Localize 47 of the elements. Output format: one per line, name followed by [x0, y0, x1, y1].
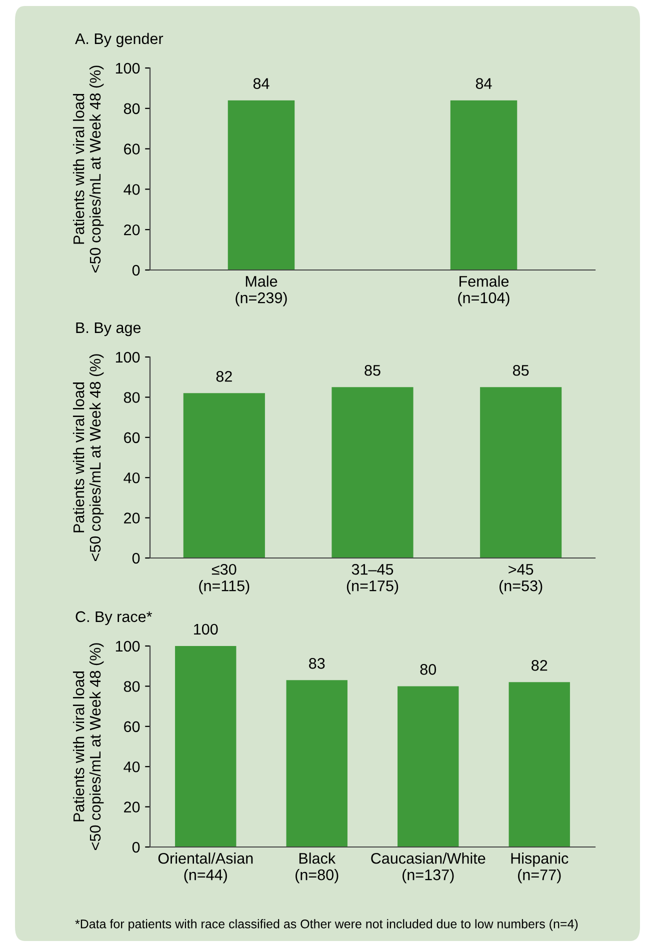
x-tick-label: Caucasian/White (n=137) — [371, 852, 486, 884]
data-label: 84 — [476, 78, 492, 89]
y-tick-label: 20 — [124, 224, 140, 236]
y-tick-label: 20 — [124, 802, 140, 812]
x-tick-label: Male (n=239) — [236, 276, 287, 306]
bar — [286, 680, 348, 847]
y-axis-title: Patients with viral load <50 copies/mL at Week 48 (%) — [72, 643, 104, 850]
x-tick-label: 31–45 (n=175) — [346, 564, 398, 594]
y-tick-label: 80 — [124, 681, 140, 692]
data-label: 82 — [532, 660, 548, 671]
y-tick-label: 100 — [116, 62, 140, 74]
y-tick-label: 80 — [124, 392, 140, 403]
y-tick-label: 100 — [116, 352, 140, 363]
text: *Data for patients with race classified as Other were not included due to low numbers (n=4) — [75, 919, 578, 931]
y-tick-label: 40 — [124, 761, 140, 772]
y-tick-label: 60 — [124, 432, 140, 444]
y-tick-label: 100 — [116, 640, 140, 652]
data-label: 85 — [513, 364, 529, 376]
chart-title: B. By age — [76, 322, 141, 336]
chart-title: C. By race* — [76, 611, 152, 626]
y-tick-label: 60 — [124, 144, 140, 154]
y-tick-label: 40 — [124, 472, 140, 484]
y-tick-label: 80 — [124, 103, 140, 114]
chart-title: A. By gender — [75, 32, 164, 48]
y-axis-title: Patients with viral load <50 copies/mL at Week 48 (%) — [72, 66, 104, 272]
data-label: 83 — [309, 658, 325, 669]
x-tick-label: Oriental/Asian (n=44) — [158, 852, 253, 884]
x-tick-label: Black (n=80) — [296, 852, 338, 884]
y-tick-label: 0 — [132, 264, 140, 276]
x-tick-label: Female (n=104) — [458, 276, 510, 306]
data-label: 85 — [364, 364, 380, 376]
x-tick-label: >45 (n=53) — [499, 564, 542, 594]
y-tick-label: 0 — [132, 842, 140, 853]
y-tick-label: 0 — [132, 552, 140, 564]
data-label: 84 — [253, 78, 270, 89]
y-tick-label: 20 — [124, 512, 140, 524]
data-label: 80 — [420, 664, 436, 675]
y-tick-label: 40 — [124, 184, 140, 195]
bar — [508, 682, 570, 847]
bar — [175, 646, 236, 847]
x-tick-label: Hispanic (n=77) — [511, 852, 568, 884]
data-label: 100 — [194, 624, 218, 635]
bar — [398, 686, 459, 847]
y-axis-title: Patients with viral load <50 copies/mL at Week 48 (%) — [72, 354, 104, 561]
y-tick-label: 60 — [124, 721, 140, 732]
data-label: 82 — [216, 371, 232, 382]
x-tick-label: ≤30 (n=115) — [199, 564, 250, 594]
